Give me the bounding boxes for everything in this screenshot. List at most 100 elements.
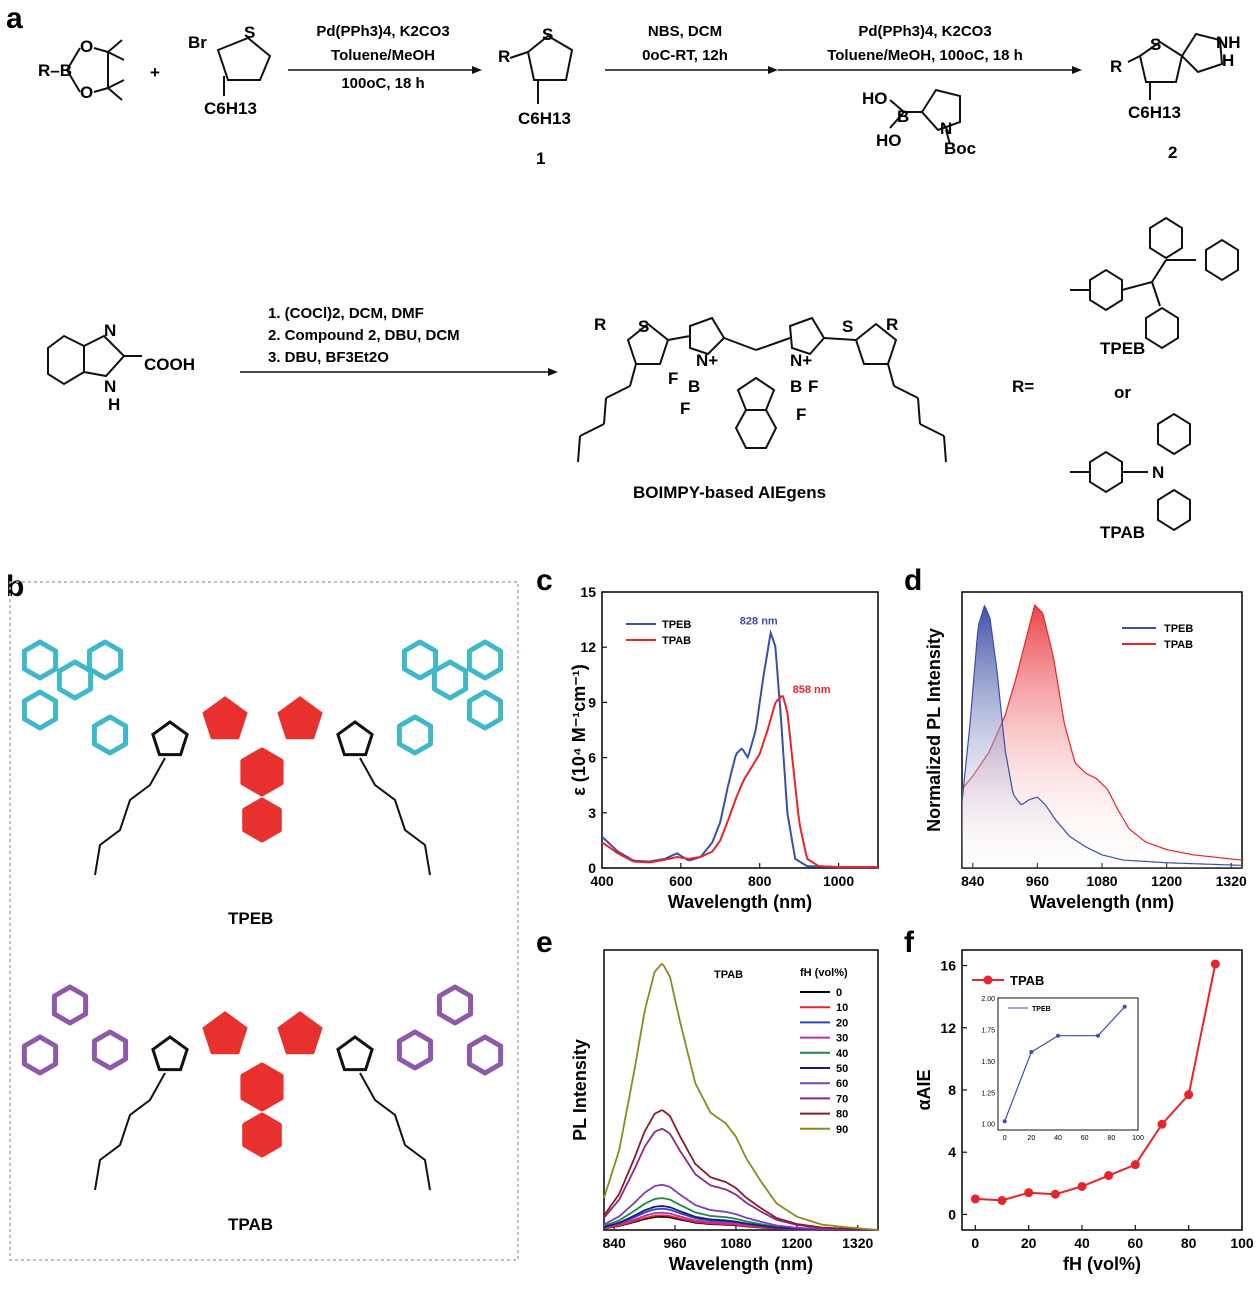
boimpy-product [577,316,947,463]
inset-x-tick-label: 0 [1003,1135,1007,1142]
label-s-right: S [842,317,853,336]
phenyl-left [91,1029,129,1071]
data-point-tpab [1210,959,1220,969]
hexyl-chain-right [359,757,431,876]
tpe-ring-right [466,639,504,681]
legend-label-tpab: TPAB [1164,639,1193,651]
inset-y-tick-label: 2.00 [981,996,995,1003]
x-tick-label: 400 [590,873,614,889]
y-axis-label: αAIE [914,1069,934,1110]
step2-line2: 0oC-RT, 12h [642,47,728,64]
label-n-left: N+ [696,351,718,370]
tpe-ring-right [401,639,439,681]
series-line-tpeb [601,629,878,869]
legend-label-fh-40: 40 [836,1048,848,1060]
y-tick-label: 9 [588,694,596,710]
label-compound-2: 2 [1168,143,1177,162]
y-tick-label: 0 [588,860,596,876]
legend-label-fh-20: 20 [836,1017,848,1029]
x-axis-label: Wavelength (nm) [669,1254,813,1274]
panel-label-f: f [904,926,915,959]
label-r-2: R [1110,57,1122,76]
inset-data-point-tpeb [1029,1050,1034,1055]
chart-c: 400 600 800 1000 0 3 6 9 12 15 Wavelength (nm) ε (1… [569,584,879,912]
y-tick-label: 4 [948,1144,956,1160]
x-tick-label: 1200 [1151,873,1182,889]
step2-line1: NBS, DCM [648,23,722,40]
label-f-1: F [668,369,678,388]
label-ho-2: HO [876,131,902,150]
inset-data-point-tpeb [1002,1119,1007,1124]
legend-label-fh-80: 80 [836,1109,848,1121]
series-line-tpab [975,963,1217,1202]
arrow-head-step2 [768,66,778,74]
label-compound-1: 1 [536,149,545,168]
data-point-tpab [1157,1119,1167,1129]
label-ho-1: HO [862,89,888,108]
tpa-ring-right [466,1034,504,1076]
label-f-2: F [680,399,690,418]
legend-label-fh-60: 60 [836,1078,848,1090]
core-pyrrole-right [277,696,323,740]
x-tick-label: 600 [669,873,693,889]
label-benz-n: N [104,321,116,340]
label-o-bottom: O [80,83,93,102]
peak-annotation: 828 nm [740,615,778,627]
inset-x-tick-label: 20 [1027,1135,1035,1142]
hexyl-chain-left [94,757,166,876]
x-tick-label: 20 [1021,1235,1037,1251]
tpe-ring-left [21,689,59,731]
x-tick-label: 1320 [1216,873,1247,889]
y-tick-label: 16 [940,958,956,974]
step1-line1: Pd(PPh3)4, K2CO3 [316,23,449,40]
step4-line3: 3. DBU, BF3Et2O [268,349,389,366]
series-line-tpab [961,604,1243,861]
step4-line2: 2. Compound 2, DBU, DCM [268,327,460,344]
core-benzo-ring [242,1112,282,1158]
label-br: Br [188,33,207,52]
y-tick-label: 0 [948,1206,956,1222]
x-tick-label: 960 [663,1235,687,1251]
tpe-ring-left [86,639,124,681]
panel-label-b: b [6,570,24,603]
legend-label-fh-30: 30 [836,1033,848,1045]
y-tick-label: 8 [948,1082,956,1098]
panel-label-e: e [536,926,553,959]
step1-line3: 100oC, 18 h [341,75,424,92]
label-b-tpab: TPAB [228,1215,273,1234]
inset-x-tick-label: 60 [1081,1135,1089,1142]
panel-b-frame [9,581,519,1261]
inset-data-point-tpeb [1096,1033,1100,1038]
label-hexyl-1: C6H13 [204,99,257,118]
core-pyrrole-left [202,696,248,740]
inset-y-tick-label: 1.25 [981,1090,995,1097]
step4-line1: 1. (COCl)2, DCM, DMF [268,305,424,322]
label-hexyl-c1: C6H13 [518,109,571,128]
y-tick-label: 15 [580,584,596,600]
data-point-tpab [970,1194,980,1204]
legend-label-tpeb: TPEB [1164,623,1193,635]
thiophene-left [151,1035,189,1072]
y-tick-label: 6 [588,750,596,766]
panel-label-d: d [904,564,922,597]
y-tick-label: 12 [580,639,596,655]
thiophene-right [336,1035,374,1072]
label-tpeb-r: TPEB [1100,339,1145,358]
peak-annotation: 858 nm [793,684,831,696]
legend-marker-tpab [983,975,993,985]
panel-label-a: a [6,2,23,35]
tpa-ring-right [436,984,474,1026]
tpab-substituent [1070,412,1191,532]
label-tpab-n: N [1152,463,1164,482]
data-point-tpab [1130,1160,1140,1170]
data-point-tpab [997,1195,1007,1205]
label-r-right: R [886,315,898,334]
data-point-tpab [1184,1090,1194,1100]
label-or: or [1114,383,1131,402]
x-tick-label: 1080 [720,1235,751,1251]
label-h: H [1222,51,1234,70]
core-pyrrole-right [277,1011,323,1055]
phenyl-right [396,1029,434,1071]
tpe-ring-left [21,639,59,681]
